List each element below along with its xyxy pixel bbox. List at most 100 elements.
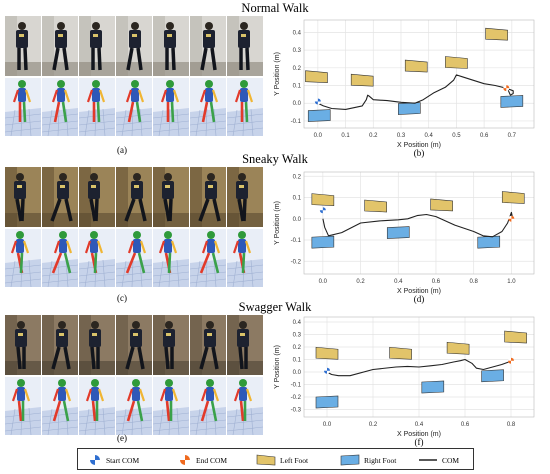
end-com-marker bbox=[503, 85, 510, 92]
x-tick-label: 0.1 bbox=[341, 133, 350, 139]
section-title-swagger-walk: Swagger Walk bbox=[238, 300, 312, 314]
x-tick-label: 0.3 bbox=[397, 133, 406, 139]
section-title-sneaky-walk: Sneaky Walk bbox=[242, 152, 308, 166]
y-tick-label: 0.0 bbox=[293, 101, 302, 107]
right-foot-marker bbox=[315, 395, 339, 409]
left-foot-marker bbox=[350, 73, 374, 87]
x-tick-label: 0.7 bbox=[508, 133, 517, 139]
simulation-frame bbox=[153, 229, 189, 287]
com-trajectory bbox=[326, 358, 512, 377]
end-com-marker-quadrant bbox=[511, 215, 515, 219]
end-com-marker bbox=[508, 215, 515, 222]
y-tick-label: -0.2 bbox=[291, 259, 302, 265]
photo-frame bbox=[79, 167, 115, 227]
x-tick-label: 0.5 bbox=[452, 133, 461, 139]
simulation-frame bbox=[190, 78, 226, 136]
start-com-marker-quadrant bbox=[319, 210, 323, 214]
right-foot-marker bbox=[307, 109, 331, 122]
end-com-marker-quadrant bbox=[508, 218, 512, 222]
photo-frame bbox=[5, 315, 41, 375]
y-tick-label: 0.1 bbox=[293, 196, 302, 202]
simulation-frame bbox=[79, 78, 115, 136]
photo-frame bbox=[116, 16, 152, 76]
simulation-frame bbox=[5, 377, 41, 435]
sim-strip-sneaky bbox=[5, 229, 263, 287]
photo-frame bbox=[79, 16, 115, 76]
photo-strip-swagger bbox=[5, 315, 263, 375]
y-axis-label: Y Position (m) bbox=[274, 201, 281, 245]
y-axis-label: Y Position (m) bbox=[274, 345, 281, 389]
plot-area bbox=[303, 19, 535, 129]
x-axis-label: X Position (m) bbox=[397, 431, 441, 438]
com-trajectory bbox=[322, 211, 513, 238]
simulation-frame bbox=[42, 229, 78, 287]
simulation-frame bbox=[190, 229, 226, 287]
photo-frame bbox=[190, 16, 226, 76]
photo-frame bbox=[153, 167, 189, 227]
left-foot-marker bbox=[445, 56, 468, 69]
plot-caption: (b) bbox=[414, 148, 425, 158]
x-tick-label: 0.8 bbox=[507, 422, 516, 428]
simulation-frame bbox=[79, 229, 115, 287]
simulation-frame bbox=[153, 78, 189, 136]
right-foot-marker bbox=[481, 369, 504, 383]
section-title-normal-walk: Normal Walk bbox=[241, 1, 309, 15]
legend-end-com: End COM bbox=[178, 453, 227, 467]
left-foot-marker bbox=[311, 193, 335, 206]
x-tick-label: 0.4 bbox=[425, 133, 434, 139]
start-com-marker-quadrant bbox=[324, 370, 327, 374]
start-com-marker bbox=[319, 207, 326, 214]
chart-swagger-walk: 0.0 0.2 0.4 0.6 0.8 -0.3 -0.2 -0.1 0.0 0.1 0.2 0.3 0… bbox=[274, 316, 535, 447]
plot-caption: (d) bbox=[414, 294, 425, 304]
x-tick-label: 0.0 bbox=[319, 279, 328, 285]
end-com-marker-quadrant bbox=[508, 360, 511, 364]
left-foot-marker bbox=[404, 59, 428, 73]
simulation-frame bbox=[116, 78, 152, 136]
left-foot-marker bbox=[364, 199, 387, 213]
left-foot-marker bbox=[504, 330, 527, 344]
y-tick-label: 0.2 bbox=[293, 345, 302, 351]
x-tick-label: 0.4 bbox=[394, 279, 403, 285]
photo-frame bbox=[5, 16, 41, 76]
y-tick-label: 0.3 bbox=[293, 333, 302, 339]
x-tick-label: 0.2 bbox=[369, 133, 378, 139]
simulation-frame bbox=[153, 377, 189, 435]
y-tick-label: 0.0 bbox=[293, 370, 302, 376]
y-tick-label: -0.1 bbox=[291, 119, 302, 125]
start-com-marker bbox=[314, 98, 321, 105]
x-axis-label: X Position (m) bbox=[397, 288, 441, 295]
end-com-marker bbox=[508, 357, 514, 364]
right-foot-marker bbox=[398, 102, 421, 115]
start-com-marker-quadrant bbox=[327, 367, 330, 371]
chart-sneaky-walk: 0.0 0.2 0.4 0.6 0.8 1.0 -0.2 -0.1 0.0 0.1 0.2 X Pos… bbox=[274, 171, 535, 304]
start-com-marker bbox=[324, 367, 330, 374]
photo-frame bbox=[227, 167, 263, 227]
sim-strip-normal bbox=[5, 78, 263, 136]
y-tick-label: 0.4 bbox=[293, 30, 302, 36]
simulation-frame bbox=[227, 78, 263, 136]
left-foot-marker bbox=[485, 27, 508, 41]
left-foot-icon bbox=[256, 454, 276, 466]
simulation-frame bbox=[227, 377, 263, 435]
simulation-frame bbox=[116, 229, 152, 287]
y-tick-label: 0.1 bbox=[293, 84, 302, 90]
legend-left-foot: Left Foot bbox=[256, 453, 308, 467]
start-com-marker-quadrant bbox=[322, 207, 326, 211]
start-com-marker-icon bbox=[90, 455, 100, 465]
photo-frame bbox=[116, 315, 152, 375]
left-foot-marker bbox=[430, 198, 453, 212]
x-tick-label: 0.2 bbox=[369, 422, 378, 428]
x-axis-label: X Position (m) bbox=[397, 142, 441, 149]
x-tick-label: 0.6 bbox=[480, 133, 489, 139]
start-com-marker-quadrant bbox=[317, 98, 321, 102]
right-foot-marker bbox=[500, 95, 524, 108]
x-tick-label: 0.6 bbox=[461, 422, 470, 428]
com-line-icon bbox=[419, 459, 437, 461]
end-com-marker-icon bbox=[180, 455, 190, 465]
y-tick-label: 0.2 bbox=[293, 174, 302, 180]
simulation-frame bbox=[227, 229, 263, 287]
left-foot-marker bbox=[389, 346, 412, 360]
start-com-marker-quadrant bbox=[314, 101, 318, 105]
right-foot-marker bbox=[311, 235, 335, 249]
sim-strip-swagger bbox=[5, 377, 263, 435]
